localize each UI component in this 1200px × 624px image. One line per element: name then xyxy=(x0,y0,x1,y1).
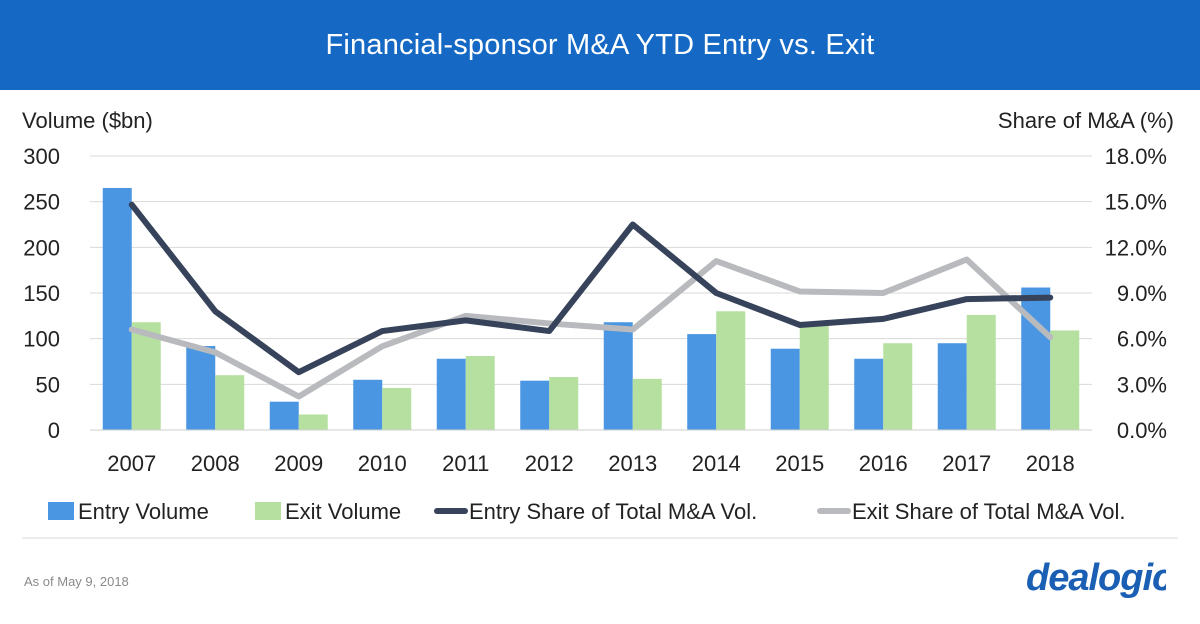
exit-volume-bar xyxy=(382,387,412,430)
bars xyxy=(102,187,1080,430)
legend-label: Exit Volume xyxy=(285,499,401,524)
x-tick-label: 2016 xyxy=(859,451,908,476)
entry-volume-bar xyxy=(436,358,466,430)
right-tick-label: 12.0% xyxy=(1105,235,1167,260)
exit-volume-bar xyxy=(966,314,996,430)
x-tick-label: 2013 xyxy=(608,451,657,476)
x-tick-label: 2008 xyxy=(191,451,240,476)
right-axis-title: Share of M&A (%) xyxy=(997,108,1174,133)
left-tick-label: 50 xyxy=(36,372,60,397)
entry-volume-bar xyxy=(603,322,633,430)
x-tick-label: 2012 xyxy=(525,451,574,476)
left-tick-label: 100 xyxy=(23,327,60,352)
exit-volume-bar xyxy=(716,311,746,430)
x-tick-label: 2011 xyxy=(442,451,489,476)
left-tick-label: 300 xyxy=(23,144,60,169)
x-tick-label: 2018 xyxy=(1026,451,1075,476)
left-tick-label: 150 xyxy=(23,281,60,306)
entry-volume-bar xyxy=(186,345,216,430)
x-tick-label: 2017 xyxy=(942,451,991,476)
exit-volume-bar xyxy=(131,322,161,430)
legend-swatch xyxy=(48,502,74,520)
entry-volume-bar xyxy=(1021,287,1051,430)
legend-label: Entry Volume xyxy=(78,499,209,524)
left-axis-title: Volume ($bn) xyxy=(22,108,153,133)
x-tick-label: 2014 xyxy=(692,451,741,476)
entry-volume-bar xyxy=(520,380,550,430)
date-footnote: As of May 9, 2018 xyxy=(24,574,129,589)
right-tick-label: 18.0% xyxy=(1105,144,1167,169)
exit-volume-bar xyxy=(799,324,829,430)
left-tick-label: 250 xyxy=(23,190,60,215)
exit-volume-bar xyxy=(883,343,913,430)
exit-volume-bar xyxy=(298,414,328,430)
entry-volume-bar xyxy=(687,334,717,430)
right-tick-label: 0.0% xyxy=(1117,418,1167,443)
legend-swatch xyxy=(255,502,281,520)
legend-label: Entry Share of Total M&A Vol. xyxy=(469,499,757,524)
entry-volume-bar xyxy=(854,358,884,430)
axes: 0 50 100 150 200 250 300 0.0% 3.0% 6.0% 9.0% 12.0% 1… xyxy=(23,144,1167,476)
exit-volume-bar xyxy=(1050,330,1080,430)
title-banner: Financial-sponsor M&A YTD Entry vs. Exit xyxy=(0,0,1200,90)
exit-share-line xyxy=(128,256,1054,400)
left-tick-label: 0 xyxy=(48,418,60,443)
x-tick-label: 2010 xyxy=(358,451,407,476)
dealogic-logo: dealogic xyxy=(1026,552,1166,604)
logo-wordmark: dealogic xyxy=(1026,557,1166,599)
legend-label: Exit Share of Total M&A Vol. xyxy=(852,499,1126,524)
exit-volume-bar xyxy=(215,375,245,430)
exit-volume-bar xyxy=(632,378,662,430)
entry-volume-bar xyxy=(102,187,132,430)
entry-volume-bar xyxy=(269,401,299,430)
left-tick-label: 200 xyxy=(23,235,60,260)
exit-volume-bar xyxy=(549,377,579,430)
x-tick-label: 2009 xyxy=(274,451,323,476)
right-tick-label: 6.0% xyxy=(1117,327,1167,352)
x-tick-label: 2007 xyxy=(107,451,156,476)
chart-title: Financial-sponsor M&A YTD Entry vs. Exit xyxy=(325,28,875,61)
legend-exit-share: Exit Share of Total M&A Vol. xyxy=(817,499,1126,524)
entry-volume-bar xyxy=(770,348,800,430)
entry-volume-bar xyxy=(937,343,967,430)
right-tick-label: 15.0% xyxy=(1105,190,1167,215)
legend: Entry Volume Exit Volume Entry Share of To… xyxy=(48,499,1126,524)
legend-entry-share: Entry Share of Total M&A Vol. xyxy=(434,499,757,524)
right-tick-label: 9.0% xyxy=(1117,281,1167,306)
share-lines xyxy=(128,201,1054,400)
entry-share-line xyxy=(128,201,1054,376)
legend-exit-volume: Exit Volume xyxy=(255,499,401,524)
legend-entry-volume: Entry Volume xyxy=(48,499,209,524)
x-tick-label: 2015 xyxy=(775,451,824,476)
entry-volume-bar xyxy=(353,379,383,430)
exit-volume-bar xyxy=(465,356,495,430)
right-tick-label: 3.0% xyxy=(1117,372,1167,397)
